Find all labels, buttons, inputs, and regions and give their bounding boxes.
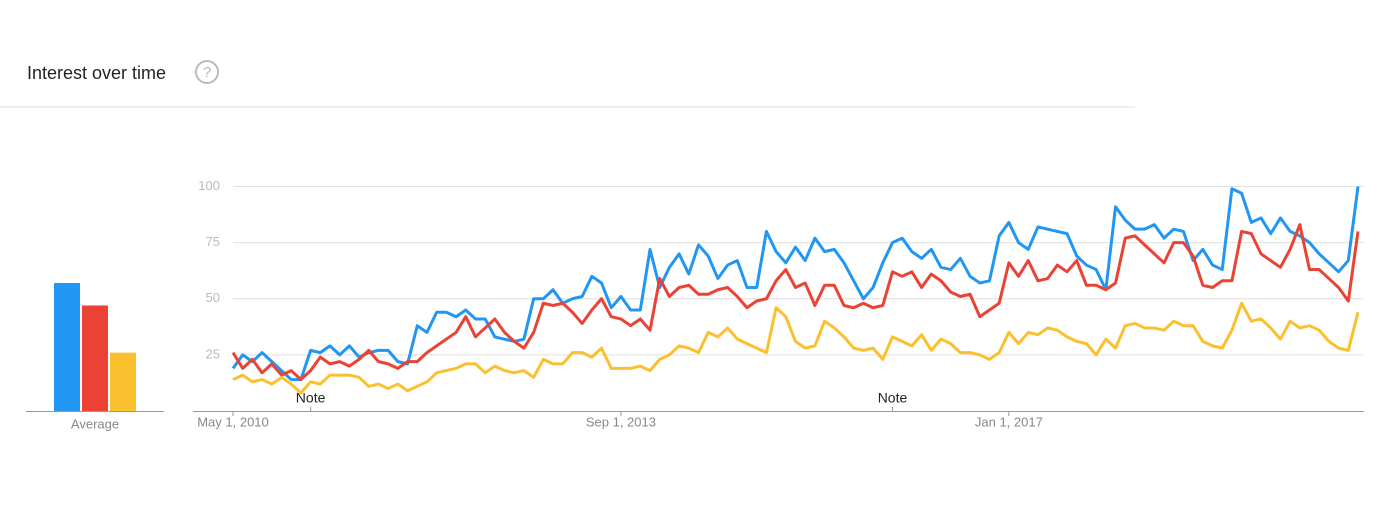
average-bar xyxy=(82,305,108,411)
y-tick-label: 50 xyxy=(206,290,220,305)
average-label: Average xyxy=(71,416,119,431)
x-tick-label: Jan 1, 2017 xyxy=(975,414,1043,429)
note-label: Note xyxy=(878,390,908,406)
note-label: Note xyxy=(296,390,326,406)
card-title: Interest over time xyxy=(27,63,166,83)
series-line xyxy=(231,186,1360,382)
series-line xyxy=(232,301,1360,395)
average-bar xyxy=(110,352,136,411)
x-tick-label: May 1, 2010 xyxy=(197,414,269,429)
x-tick-label: Sep 1, 2013 xyxy=(586,414,656,429)
y-tick-label: 75 xyxy=(206,234,220,249)
y-tick-label: 100 xyxy=(198,178,220,193)
help-icon-glyph[interactable]: ? xyxy=(203,64,211,81)
y-tick-label: 25 xyxy=(206,346,220,361)
help-icon[interactable] xyxy=(195,60,219,84)
average-bar xyxy=(54,283,80,411)
series-line xyxy=(231,223,1360,382)
